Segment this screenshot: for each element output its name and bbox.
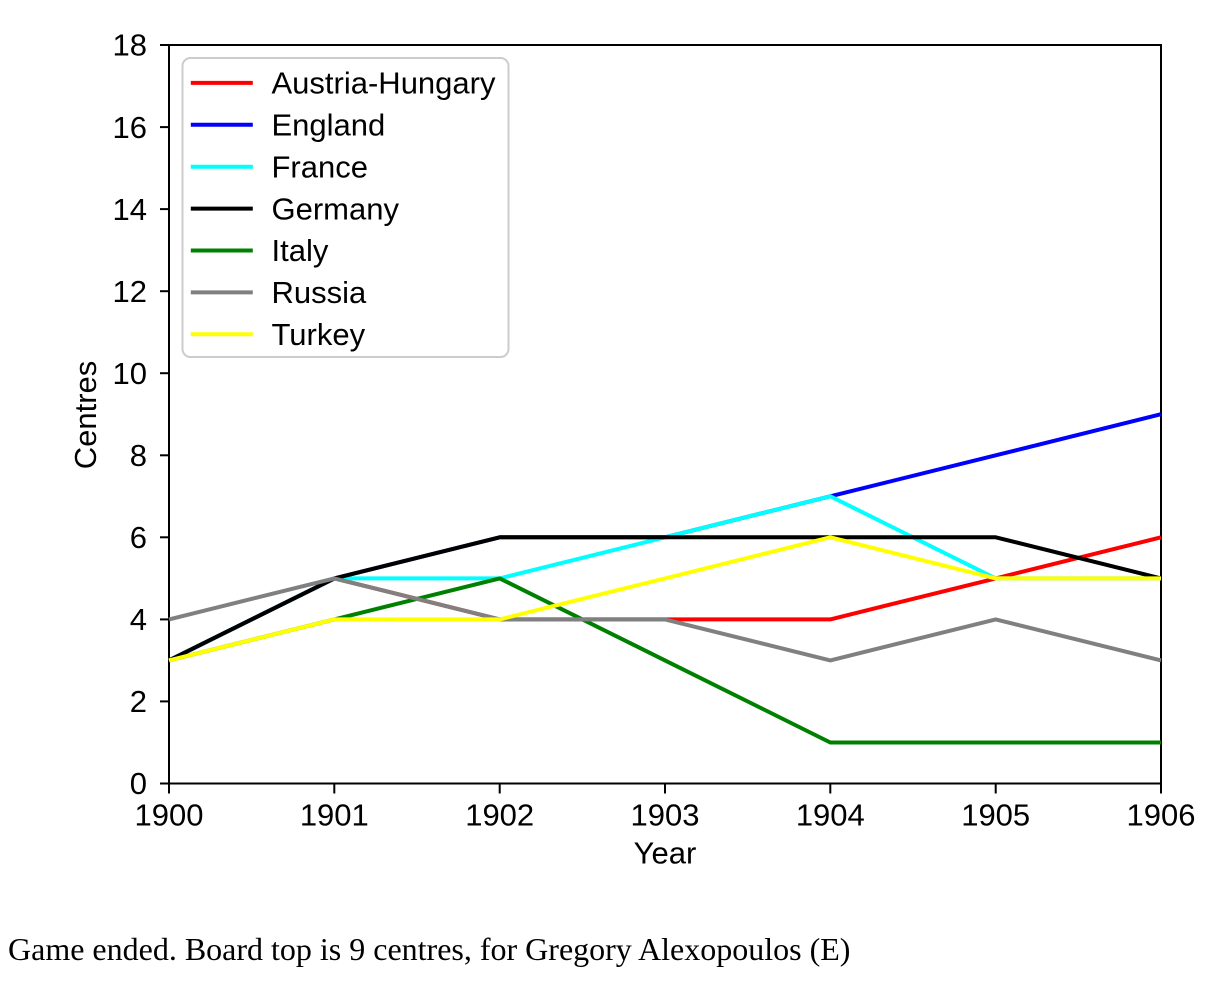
svg-text:Russia: Russia (272, 275, 368, 310)
svg-text:1904: 1904 (796, 798, 865, 833)
svg-text:18: 18 (113, 28, 147, 63)
svg-text:France: France (272, 149, 368, 184)
svg-text:6: 6 (130, 520, 147, 555)
svg-text:4: 4 (130, 602, 147, 637)
svg-text:8: 8 (130, 438, 147, 473)
svg-text:Germany: Germany (272, 191, 400, 226)
svg-text:England: England (272, 107, 386, 142)
svg-text:12: 12 (113, 274, 147, 309)
svg-text:1900: 1900 (135, 798, 204, 833)
svg-text:16: 16 (113, 110, 147, 145)
svg-text:Italy: Italy (272, 233, 329, 268)
svg-text:Austria-Hungary: Austria-Hungary (272, 66, 496, 101)
svg-text:0: 0 (130, 766, 147, 801)
svg-text:2: 2 (130, 684, 147, 719)
svg-text:1905: 1905 (961, 798, 1030, 833)
svg-text:Turkey: Turkey (272, 317, 366, 352)
svg-text:14: 14 (113, 192, 147, 227)
svg-text:10: 10 (113, 356, 147, 391)
svg-text:1906: 1906 (1127, 798, 1196, 833)
svg-text:1901: 1901 (300, 798, 369, 833)
svg-text:1903: 1903 (631, 798, 700, 833)
svg-text:Centres: Centres (68, 361, 103, 470)
svg-text:1902: 1902 (465, 798, 534, 833)
svg-text:Year: Year (634, 835, 697, 870)
